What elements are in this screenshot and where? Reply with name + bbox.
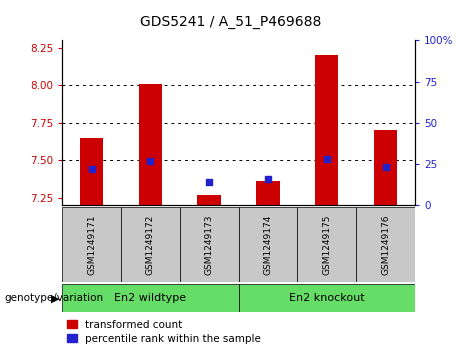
Bar (62, 207, 121, 282)
Text: GSM1249176: GSM1249176 (381, 215, 390, 275)
Legend: transformed count, percentile rank within the sample: transformed count, percentile rank withi… (67, 319, 261, 344)
Bar (315, 56, 338, 205)
Bar (197, 195, 221, 205)
Text: En2 wildtype: En2 wildtype (114, 293, 186, 303)
Bar (180, 207, 239, 282)
Bar (297, 207, 356, 282)
Bar (80, 138, 103, 205)
Bar (256, 182, 280, 205)
Text: En2 knockout: En2 knockout (289, 293, 365, 303)
Text: GSM1249174: GSM1249174 (263, 215, 272, 275)
Text: GSM1249173: GSM1249173 (205, 215, 214, 275)
Text: genotype/variation: genotype/variation (5, 293, 104, 303)
Point (147, 158, 154, 164)
Point (382, 164, 389, 170)
Point (264, 176, 272, 182)
Bar (356, 207, 415, 282)
Bar (139, 84, 162, 205)
Point (88, 166, 95, 172)
Text: GSM1249175: GSM1249175 (322, 215, 331, 275)
Text: GSM1249172: GSM1249172 (146, 215, 155, 275)
Text: GDS5241 / A_51_P469688: GDS5241 / A_51_P469688 (140, 16, 321, 29)
Bar (239, 207, 297, 282)
Bar (239, 284, 415, 313)
Point (206, 179, 213, 185)
Text: GSM1249171: GSM1249171 (87, 215, 96, 275)
Text: ▶: ▶ (52, 293, 60, 303)
Bar (374, 130, 397, 205)
Point (323, 156, 331, 162)
Bar (121, 207, 180, 282)
Bar (62, 284, 239, 313)
